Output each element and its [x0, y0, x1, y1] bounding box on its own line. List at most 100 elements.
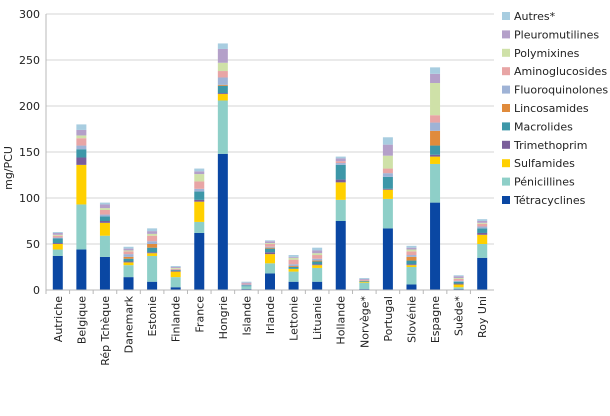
legend-item: Polymixines	[502, 47, 580, 60]
bar-segment	[288, 267, 299, 269]
bar-segment	[312, 264, 323, 266]
bar-segment	[147, 244, 158, 248]
bar-segment	[52, 235, 63, 238]
bar-segment	[477, 226, 488, 229]
bars-layer	[52, 43, 488, 290]
bar-segment	[430, 122, 441, 131]
bar-stack	[241, 281, 252, 290]
x-tick-label: France	[193, 296, 206, 333]
legend-item: Trimethoprim	[502, 139, 587, 152]
bar-stack	[217, 43, 228, 290]
legend-item: Fluoroquinolones	[502, 84, 608, 97]
y-tick-label: 150	[19, 146, 40, 159]
bar-segment	[217, 93, 228, 95]
bar-segment	[76, 204, 87, 250]
bar-stack	[335, 156, 346, 290]
bar-segment	[217, 85, 228, 94]
bar-stack	[170, 266, 181, 290]
y-tick-label: 100	[19, 192, 40, 205]
bar-segment	[265, 246, 275, 248]
bar-segment	[170, 267, 181, 268]
legend-label: Tétracyclines	[513, 194, 586, 207]
bar-segment	[52, 234, 63, 236]
bar-stack	[288, 255, 299, 290]
bar-segment	[170, 287, 181, 290]
bar-segment	[335, 163, 346, 165]
bar-segment	[335, 199, 346, 221]
legend-swatch	[502, 104, 510, 112]
bar-segment	[382, 228, 393, 290]
bar-segment	[335, 179, 346, 183]
bar-segment	[265, 240, 275, 242]
bar-segment	[99, 204, 110, 209]
legend-item: Aminoglucosides	[502, 65, 607, 78]
legend-label: Pénicillines	[514, 176, 575, 189]
bar-segment	[147, 241, 158, 244]
bar-segment	[170, 270, 181, 272]
bar-segment	[217, 71, 228, 78]
bar-segment	[170, 266, 181, 267]
bar-segment	[123, 265, 134, 278]
bar-segment	[194, 171, 205, 175]
bar-segment	[359, 280, 370, 282]
bar-stack	[312, 247, 323, 290]
bar-segment	[382, 176, 393, 189]
x-tick-label: Hollande	[335, 296, 348, 345]
bar-segment	[123, 246, 134, 249]
bar-segment	[430, 156, 441, 164]
bar-segment	[288, 266, 299, 267]
x-tick-label: Espagne	[429, 296, 442, 343]
legend-item: Pénicillines	[502, 176, 575, 189]
bar-segment	[99, 202, 110, 205]
bar-segment	[312, 258, 323, 261]
bar-segment	[288, 255, 299, 257]
bar-segment	[76, 149, 87, 158]
bar-segment	[217, 100, 228, 154]
bar-segment	[147, 252, 158, 254]
bar-segment	[265, 244, 275, 247]
y-axis-title: mg/PCU	[2, 146, 15, 190]
bar-segment	[170, 277, 181, 288]
legend-item: Lincosamides	[502, 102, 589, 115]
bar-segment	[241, 281, 252, 283]
y-tick-label: 200	[19, 100, 40, 113]
bar-segment	[453, 281, 464, 284]
legend-swatch	[502, 140, 510, 149]
bar-stack	[147, 228, 158, 290]
bar-segment	[123, 254, 134, 257]
bar-segment	[123, 262, 134, 266]
bar-segment	[76, 145, 87, 150]
bar-segment	[147, 281, 158, 290]
y-tick-label: 300	[19, 8, 40, 21]
bar-segment	[453, 284, 464, 288]
bar-segment	[382, 188, 393, 190]
bar-segment	[217, 84, 228, 86]
bar-segment	[288, 264, 299, 267]
bar-segment	[123, 261, 134, 263]
bar-segment	[99, 235, 110, 257]
bar-segment	[76, 249, 87, 290]
bar-segment	[147, 255, 158, 282]
bar-segment	[477, 228, 488, 233]
legend-label: Polymixines	[514, 47, 580, 60]
bar-stack	[477, 219, 488, 290]
bar-segment	[335, 156, 346, 159]
bar-segment	[194, 181, 205, 189]
bar-segment	[382, 155, 393, 169]
bar-segment	[477, 234, 488, 244]
bar-segment	[382, 189, 393, 199]
legend-swatch	[502, 196, 510, 204]
bar-segment	[52, 243, 63, 244]
legend-label: Macrolides	[514, 120, 573, 133]
bar-segment	[99, 214, 110, 217]
bar-segment	[335, 221, 346, 290]
bar-segment	[194, 174, 205, 182]
bar-segment	[477, 244, 488, 258]
bar-segment	[406, 264, 417, 266]
bar-segment	[453, 287, 464, 290]
bar-segment	[52, 249, 63, 256]
bar-segment	[99, 209, 110, 215]
bar-segment	[430, 145, 441, 155]
bar-segment	[312, 265, 323, 268]
legend-item: Sulfamides	[502, 157, 575, 170]
